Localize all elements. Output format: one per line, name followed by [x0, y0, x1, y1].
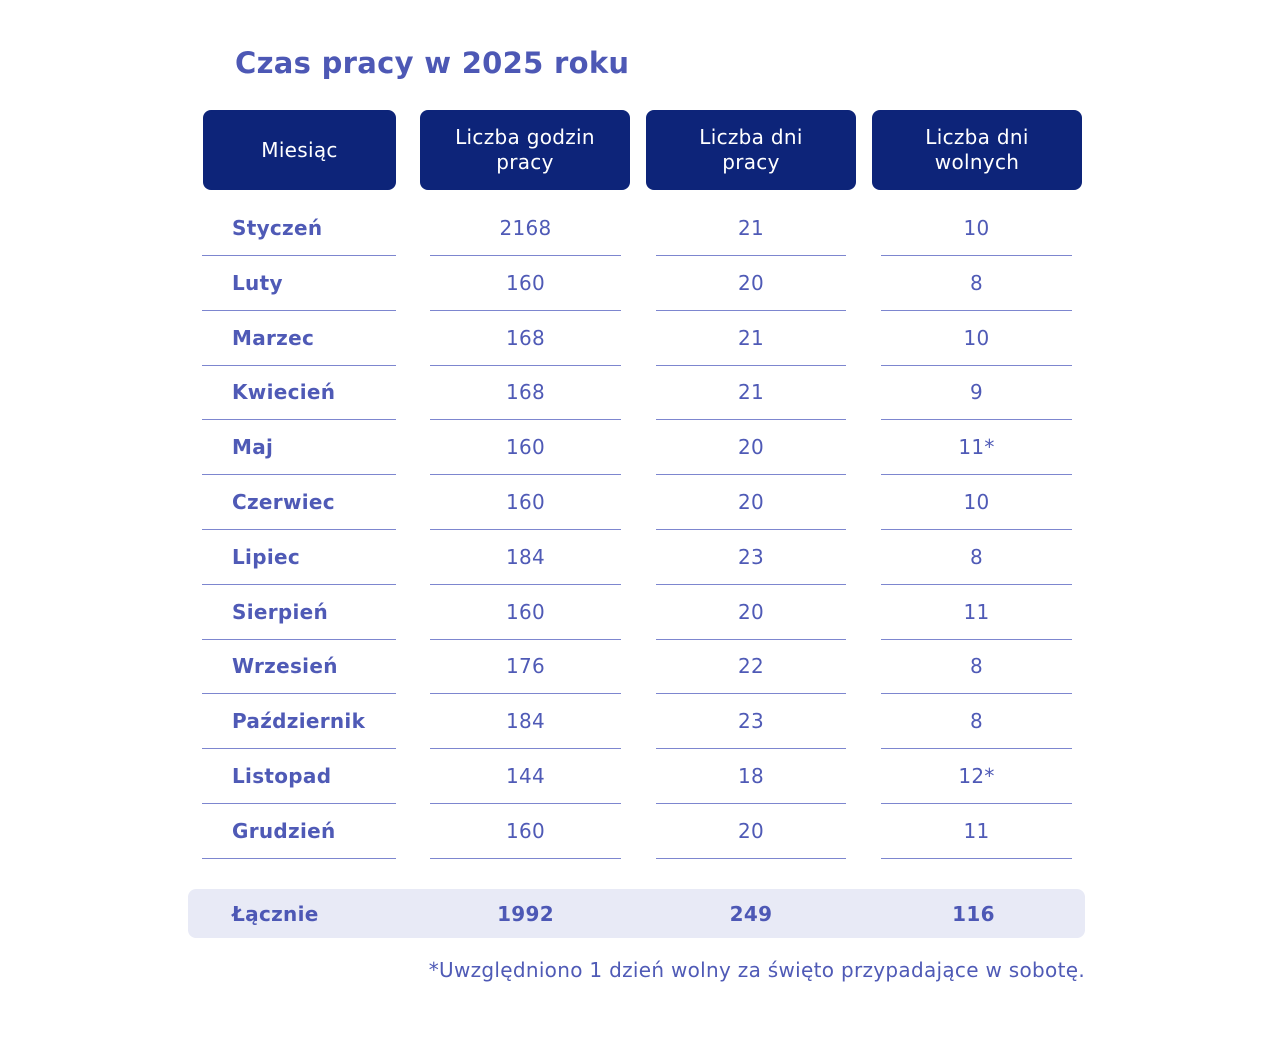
column-header-daysoff-line1: Liczba dni: [925, 125, 1029, 149]
table-cell-month: Listopad: [202, 749, 396, 804]
column-header-workdays-line2: pracy: [722, 150, 780, 174]
table-cell-workdays: 21: [656, 311, 846, 366]
column-header-workdays: Liczba dni pracy: [646, 110, 856, 190]
table-cell-month: Sierpień: [202, 585, 396, 640]
table-cell-workdays: 20: [656, 256, 846, 311]
table-cell-month: Grudzień: [202, 804, 396, 859]
column-header-month: Miesiąc: [203, 110, 396, 190]
table-cell-workdays: 23: [656, 694, 846, 750]
table-cell-hours: 160: [430, 475, 621, 530]
table-cell-month: Czerwiec: [202, 475, 396, 530]
table-cell-month: Kwiecień: [202, 365, 396, 421]
table-cell-hours: 184: [430, 694, 621, 750]
column-header-month-label: Miesiąc: [261, 137, 338, 162]
table-cell-hours: 160: [430, 420, 621, 476]
total-daysoff: 116: [952, 901, 995, 926]
table-cell-daysoff: 8: [881, 639, 1072, 695]
table-cell-workdays: 20: [656, 475, 846, 530]
table-cell-hours: 168: [430, 311, 621, 366]
table-cell-daysoff: 9: [881, 365, 1072, 421]
table-cell-hours: 168: [430, 365, 621, 421]
table-cell-daysoff: 10: [881, 311, 1072, 366]
table-cell-workdays: 20: [656, 804, 846, 859]
table-cell-daysoff: 10: [881, 475, 1072, 530]
table-cell-workdays: 21: [656, 365, 846, 421]
table-cell-workdays: 21: [656, 201, 846, 256]
table-cell-workdays: 23: [656, 530, 846, 585]
table-cell-month: Styczeń: [202, 201, 396, 256]
table-cell-hours: 160: [430, 804, 621, 859]
column-header-hours: Liczba godzin pracy: [420, 110, 630, 190]
table-cell-daysoff: 10: [881, 201, 1072, 256]
table-cell-hours: 2168: [430, 201, 621, 256]
table-cell-month: Maj: [202, 420, 396, 476]
table-cell-daysoff: 8: [881, 694, 1072, 750]
table-cell-hours: 144: [430, 749, 621, 804]
column-header-daysoff-line2: wolnych: [934, 150, 1020, 174]
table-cell-daysoff: 12*: [881, 749, 1072, 804]
column-header-workdays-line1: Liczba dni: [699, 125, 803, 149]
column-header-daysoff: Liczba dni wolnych: [872, 110, 1082, 190]
total-label: Łącznie: [232, 901, 319, 926]
footnote: *Uwzględniono 1 dzień wolny za święto pr…: [428, 958, 1085, 982]
table-cell-hours: 184: [430, 530, 621, 585]
total-hours: 1992: [497, 901, 554, 926]
column-header-hours-line2: pracy: [496, 150, 554, 174]
table-cell-hours: 160: [430, 585, 621, 640]
table-cell-month: Wrzesień: [202, 639, 396, 695]
total-workdays: 249: [729, 901, 773, 926]
table-cell-daysoff: 8: [881, 256, 1072, 311]
column-header-hours-line1: Liczba godzin: [455, 125, 595, 149]
table-cell-daysoff: 11: [881, 804, 1072, 859]
table-cell-daysoff: 11: [881, 585, 1072, 640]
table-cell-month: Luty: [202, 256, 396, 311]
page-title: Czas pracy w 2025 roku: [235, 46, 630, 80]
table-cell-daysoff: 8: [881, 530, 1072, 585]
table-cell-hours: 160: [430, 256, 621, 311]
table-cell-workdays: 18: [656, 749, 846, 804]
table-cell-workdays: 20: [656, 585, 846, 640]
table-cell-daysoff: 11*: [881, 420, 1072, 476]
table-cell-month: Lipiec: [202, 530, 396, 585]
table-cell-hours: 176: [430, 639, 621, 695]
table-cell-workdays: 20: [656, 420, 846, 476]
table-cell-workdays: 22: [656, 639, 846, 695]
table-cell-month: Marzec: [202, 311, 396, 366]
table-cell-month: Październik: [202, 694, 396, 750]
total-row: [188, 889, 1085, 938]
